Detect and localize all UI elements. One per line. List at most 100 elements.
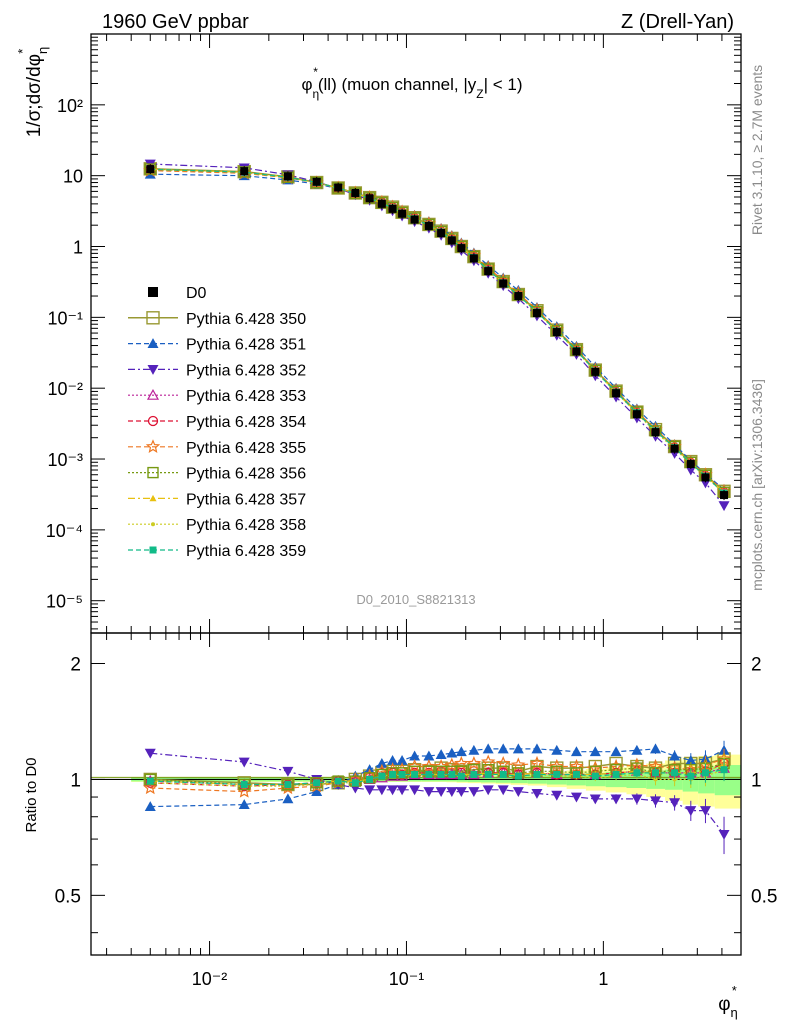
- legend-item: Pythia 6.428 355: [128, 439, 306, 457]
- ratio-point: [551, 744, 563, 755]
- legend-item: Pythia 6.428 356: [128, 466, 306, 483]
- data-point: [532, 309, 541, 318]
- ratio-point: [376, 757, 388, 768]
- data-point: [720, 491, 729, 500]
- legend-swatch: [146, 311, 160, 325]
- ratio-point: [409, 750, 421, 761]
- ratio-point: [652, 769, 660, 777]
- ratio-point: [238, 757, 250, 768]
- header-right-label: Z (Drell-Yan): [621, 11, 734, 33]
- mcplots-label: mcplots.cern.ch [arXiv:1306.3436]: [749, 379, 765, 591]
- ratio-point: [589, 746, 601, 757]
- data-point: [651, 428, 660, 437]
- data-point: [424, 221, 433, 230]
- y-tick-label: 10²: [57, 96, 83, 116]
- ratio-point: [512, 743, 524, 754]
- ratio-series-p359: [146, 758, 728, 789]
- data-point: [351, 188, 360, 197]
- ratio-point: [466, 755, 482, 770]
- ratio-point: [512, 787, 524, 798]
- data-point: [398, 209, 407, 218]
- ratio-series-p352: [144, 748, 730, 855]
- ratio-point: [364, 785, 376, 796]
- legend-item: Pythia 6.428 352: [128, 362, 306, 379]
- legend-label: Pythia 6.428 358: [186, 517, 306, 534]
- ratio-point: [699, 806, 711, 817]
- y-tick-label: 10: [63, 167, 83, 187]
- ratio-point: [484, 770, 492, 778]
- data-point: [437, 229, 446, 238]
- ratio-point: [409, 785, 421, 796]
- main-series-layer: [143, 159, 732, 512]
- data-point: [612, 389, 621, 398]
- legend-swatch: [147, 415, 159, 427]
- legend-swatch: [146, 388, 160, 400]
- ratio-point: [144, 748, 156, 759]
- ratio-point: [531, 788, 543, 799]
- analysis-watermark: D0_2010_S8821313: [356, 592, 475, 607]
- ratio-point: [553, 770, 561, 778]
- ratio-point: [497, 743, 509, 754]
- data-point: [591, 367, 600, 376]
- legend-swatch: [147, 466, 159, 479]
- ratio-point: [284, 781, 292, 789]
- ratio-point: [398, 770, 406, 778]
- ratio-point: [533, 770, 541, 778]
- legend-item: Pythia 6.428 354: [128, 414, 306, 431]
- ratio-point: [455, 787, 467, 798]
- legend-swatch: [145, 439, 161, 453]
- legend-swatch: [149, 494, 157, 502]
- y-tick-label: 10⁻²: [47, 379, 83, 399]
- ratio-point: [570, 792, 582, 803]
- ratio-point: [411, 770, 419, 778]
- y-tick-label: 10⁻⁵: [46, 592, 83, 612]
- ratio-point: [240, 781, 248, 789]
- ratio-point: [653, 777, 658, 782]
- ratio-y-tick-label: 0.5: [55, 886, 81, 907]
- legend-swatch: [148, 287, 158, 297]
- legend-item: Pythia 6.428 353: [128, 388, 306, 405]
- data-point: [701, 473, 710, 482]
- data-point: [410, 215, 419, 224]
- legend-label: Pythia 6.428 356: [186, 466, 306, 483]
- ratio-point: [572, 770, 580, 778]
- plot-title: φη*(ll) (muon channel, |yZ| < 1): [301, 65, 522, 101]
- ratio-point: [685, 806, 697, 817]
- rivet-version-label: Rivet 3.1.10, ≥ 2.7M events: [749, 65, 765, 235]
- ratio-series-p351: [144, 740, 730, 812]
- ratio-point: [396, 785, 408, 796]
- axes-layer: 10⁻² 10⁻¹ 1 10⁻⁵ 10⁻⁴ 10⁻³ 10⁻² 10⁻¹ 1 10 10² 0.5 0.…: [46, 33, 777, 989]
- ratio-point: [610, 794, 622, 805]
- ratio-point: [376, 785, 388, 796]
- legend-label: Pythia 6.428 354: [186, 414, 306, 431]
- ratio-point: [351, 779, 359, 787]
- ratio-point: [282, 793, 294, 804]
- legend-item: D0: [148, 285, 207, 302]
- main-point: [718, 501, 730, 512]
- ratio-point: [311, 786, 323, 796]
- data-point: [457, 244, 466, 253]
- data-point: [514, 292, 523, 301]
- ratio-point: [499, 770, 507, 778]
- ratio-point: [551, 790, 563, 801]
- ratio-point: [650, 796, 662, 807]
- legend-label: Pythia 6.428 351: [186, 337, 306, 354]
- legend-item: Pythia 6.428 359: [128, 543, 306, 560]
- ratio-point: [591, 772, 599, 780]
- data-point: [572, 347, 581, 356]
- legend-item: Pythia 6.428 357: [128, 491, 306, 508]
- ratio-point: [407, 758, 422, 773]
- data-point: [447, 236, 456, 245]
- ratio-point: [610, 746, 622, 757]
- legend-label: Pythia 6.428 357: [186, 491, 306, 508]
- ratio-point: [718, 829, 730, 840]
- ratio-point: [482, 743, 494, 754]
- ratio-point: [144, 801, 156, 812]
- ratio-point: [282, 766, 294, 777]
- ratio-point: [631, 794, 643, 805]
- ratio-point: [482, 785, 494, 796]
- data-point: [377, 199, 386, 208]
- legend-label: Pythia 6.428 359: [186, 543, 306, 560]
- ratio-point: [433, 758, 449, 773]
